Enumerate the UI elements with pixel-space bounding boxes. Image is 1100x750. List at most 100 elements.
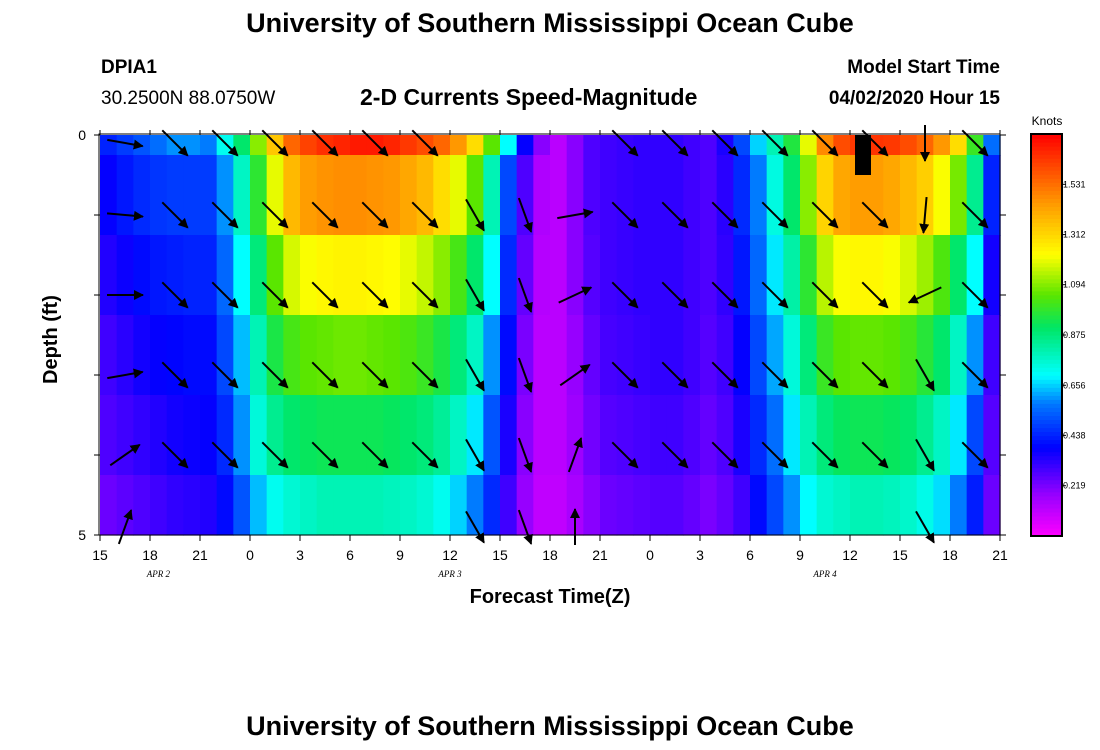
heatmap-cell [333,315,351,396]
colorbar-segment [1031,254,1062,260]
current-vector-arrow [465,198,485,232]
heatmap-cell [950,395,968,476]
heatmap-cell [233,395,251,476]
model-start-value: 04/02/2020 Hour 15 [828,88,1000,109]
current-vector-arrow [711,441,739,469]
heatmap-cell [516,235,534,316]
heatmap-cell [416,315,434,396]
heatmap-cell [683,315,701,396]
current-vector-arrow [811,201,839,229]
x-tick-label: 9 [796,547,804,563]
heatmap-cell [166,155,184,236]
heatmap-cell [466,155,484,236]
heatmap-cell [816,235,834,316]
heatmap-cell [116,475,134,536]
colorbar-segment [1031,286,1062,292]
heatmap-cell [533,475,551,536]
heatmap-cell [533,155,551,236]
heatmap-cell [400,395,418,476]
colorbar-segment [1031,146,1062,151]
heatmap-cell [816,155,834,236]
heatmap-cell [166,395,184,476]
heatmap-cell [250,135,268,156]
x-tick-label: 12 [442,547,458,563]
heatmap-cell [166,475,184,536]
current-vector-arrow [711,281,739,309]
heatmap-cell [466,135,484,156]
current-vector-arrow [611,129,639,157]
missing-data-marker [855,135,871,175]
current-vector-arrow [261,281,289,309]
current-vector-arrow [611,441,639,469]
heatmap-cell [416,395,434,476]
colorbar-segment [1031,495,1062,501]
x-tick-label: 6 [746,547,754,563]
heatmap-cell [666,235,684,316]
heatmap-cell [683,155,701,236]
heatmap-cell [583,135,601,156]
heatmap-cell [950,155,968,236]
heatmap-cell [666,395,684,476]
colorbar-segment [1031,278,1062,284]
heatmap-cell [483,315,501,396]
current-vector-arrow [915,438,935,472]
colorbar-segment [1031,246,1062,252]
x-tick-label: 15 [92,547,108,563]
heatmap-cell [966,155,984,236]
heatmap-cell [583,475,601,536]
heatmap-cell [500,315,518,396]
current-vector-arrow [661,281,689,309]
heatmap-cell [950,315,968,396]
colorbar-segment [1031,250,1062,256]
heatmap-cell [200,315,218,396]
colorbar-segment [1031,178,1062,183]
colorbar-segment [1031,242,1062,248]
heatmap-cell [183,235,201,316]
heatmap-cell [633,395,651,476]
colorbar-segment [1031,367,1062,372]
heatmap-cell [450,395,468,476]
x-tick-label: 21 [992,547,1008,563]
colorbar-segment [1031,206,1062,211]
heatmap-cell [433,475,451,536]
heatmap-cell [100,235,118,316]
colorbar-segment [1031,347,1062,352]
current-vector-arrow [106,210,144,221]
heatmap-cell [616,475,634,536]
colorbar-segment [1031,419,1062,425]
current-vector-arrow [961,129,989,157]
heatmap-cell [933,135,951,156]
heatmap-cell [550,475,568,536]
heatmap-cell [983,395,1001,476]
heatmap-cell [966,235,984,316]
heatmap-cell [566,395,584,476]
heatmap-cell [583,395,601,476]
colorbar-segment [1031,415,1062,421]
heatmap-cell [650,135,668,156]
heatmap-cell [333,235,351,316]
heatmap-cell [633,475,651,536]
model-start-label: Model Start Time [847,57,1000,78]
colorbar-segment [1031,351,1062,356]
heatmap-cell [816,475,834,536]
current-vector-arrow [907,286,942,304]
current-vector-arrow [161,361,189,389]
heatmap-cell [750,395,768,476]
heatmap-cell [216,395,234,476]
heatmap-cell [733,155,751,236]
heatmap-cell [350,135,368,156]
heatmap-cell [150,155,168,236]
current-vector-arrow [465,510,485,544]
heatmap-cell [500,235,518,316]
heatmap-cell [383,315,401,396]
heatmap-cell [850,235,868,316]
heatmap-cell [316,235,334,316]
heatmap-cell [100,395,118,476]
heatmap-cell [666,475,684,536]
heatmap-cell [200,235,218,316]
heatmap-cell [650,235,668,316]
heatmap-cell [483,135,501,156]
heatmap-cell [616,155,634,236]
current-vector-arrow [465,358,485,392]
current-vector-arrow [311,129,339,157]
